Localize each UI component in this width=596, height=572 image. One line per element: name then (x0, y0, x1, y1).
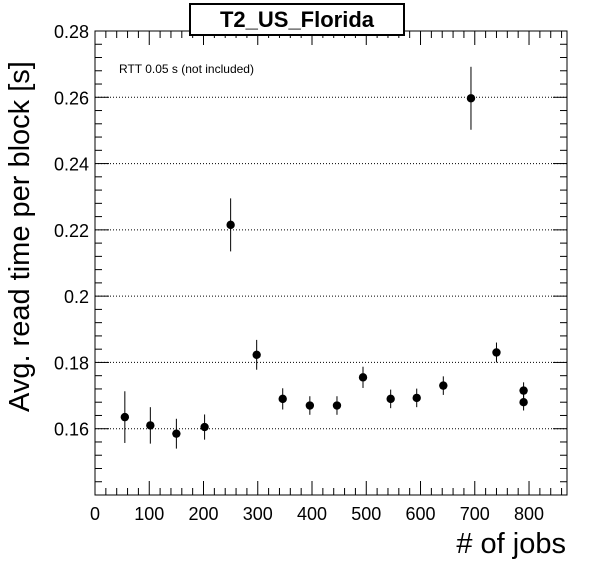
plot-frame (94, 30, 568, 496)
data-point (519, 386, 528, 395)
x-tick-label: 600 (405, 504, 435, 524)
gridlines (95, 30, 567, 430)
y-tick-label: 0.28 (54, 22, 89, 42)
data-points (120, 66, 528, 449)
data-point (146, 421, 155, 430)
data-point (252, 350, 261, 360)
x-tick-label: 700 (460, 504, 490, 524)
x-tick-label: 0 (90, 504, 100, 524)
y-tick-label: 0.16 (54, 420, 89, 440)
data-point (305, 401, 315, 410)
data-point (492, 348, 501, 357)
annotation: RTT 0.05 s (not included) (119, 62, 254, 76)
data-point (172, 429, 181, 438)
x-tick-label: 300 (243, 504, 273, 524)
x-tick-label: 400 (297, 504, 327, 524)
x-tick-label: 500 (351, 504, 381, 524)
y-tick-label: 0.26 (54, 88, 89, 108)
y-tick-label: 0.24 (54, 155, 89, 175)
data-point (332, 401, 342, 410)
x-tick-label: 100 (134, 504, 164, 524)
data-point (386, 394, 395, 404)
y-tick-label: 0.22 (54, 221, 89, 241)
data-point (226, 220, 235, 230)
x-tick-label: 800 (514, 504, 544, 524)
axes (94, 30, 568, 496)
y-axis-label: Avg. read time per block [s] (4, 61, 36, 412)
data-point (358, 373, 368, 382)
data-point (120, 412, 130, 422)
data-point (412, 393, 421, 403)
data-point (519, 398, 528, 407)
y-tick-label: 0.2 (64, 287, 89, 307)
ticks: 0.16 0.18 0.2 0.22 0.24 0.26 0.28 0 100 200 300 400… (54, 22, 567, 524)
x-axis-label: # of jobs (456, 528, 566, 560)
x-tick-label: 200 (188, 504, 218, 524)
chart-title: T2_US_Florida (189, 3, 405, 36)
data-point (439, 381, 448, 390)
y-tick-label: 0.18 (54, 353, 89, 373)
data-point (200, 422, 209, 432)
data-point (278, 394, 287, 404)
data-point (466, 94, 476, 103)
